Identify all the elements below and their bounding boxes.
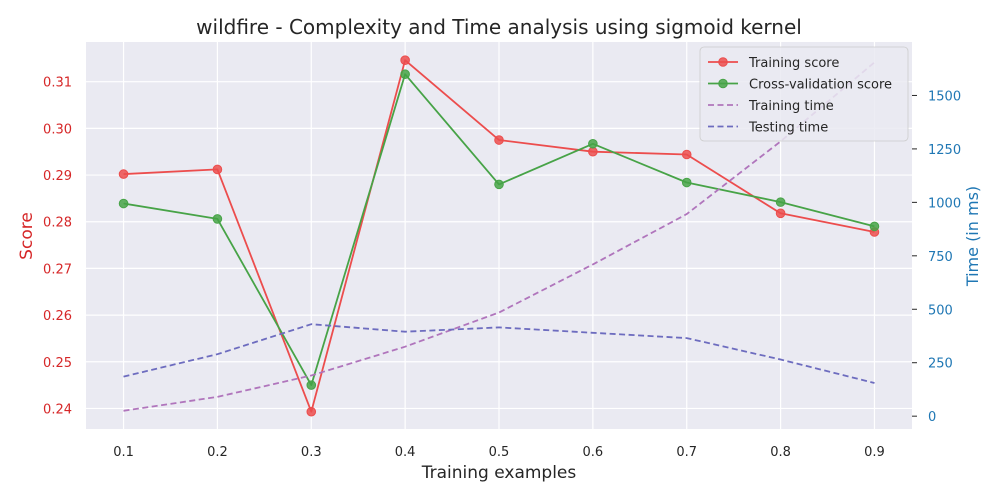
y-right-tick-label: 250: [928, 357, 953, 372]
ticks: 0.1 0.2 0.3 0.4 0.5 0.6 0.7 0.8 0.9 0.24 0.25 0.26 0…: [43, 76, 961, 460]
x-tick-label: 0.2: [207, 445, 228, 460]
y-left-tick-label: 0.25: [43, 356, 72, 371]
cross-validation-score-point: [869, 221, 880, 232]
y-left-tick-label: 0.27: [43, 262, 72, 277]
training-score-point: [494, 135, 504, 145]
legend: Training score Cross-validation score Trai…: [699, 46, 909, 142]
training-score-point: [118, 169, 129, 179]
training-score-legend-marker: [718, 57, 728, 67]
y-left-tick-label: 0.30: [43, 122, 72, 137]
cross-validation-score-point: [494, 179, 504, 190]
y-right-tick-label: 500: [928, 303, 953, 318]
training-score-point: [306, 406, 317, 417]
x-tick-label: 0.7: [676, 445, 697, 460]
y-left-tick-label: 0.24: [43, 402, 72, 417]
x-tick-label: 0.6: [583, 445, 604, 460]
y-right-tick-label: 750: [928, 250, 953, 265]
x-tick-label: 0.5: [489, 445, 510, 460]
y-right-tick-label: 1000: [928, 196, 961, 211]
y-right-axis-label: Time (in ms): [963, 186, 982, 287]
training-score-point: [212, 164, 223, 175]
legend-box: [699, 46, 909, 142]
y-left-tick-label: 0.26: [43, 309, 72, 324]
cross-validation-score-legend-marker: [718, 78, 728, 89]
training-score-legend-label: Training score: [748, 56, 839, 71]
y-left-tick-label: 0.29: [43, 169, 72, 184]
x-tick-label: 0.9: [864, 445, 885, 460]
y-right-tick-label: 1250: [928, 143, 961, 158]
testing-time-legend-label: Testing time: [748, 121, 828, 136]
cross-validation-score-point: [306, 380, 317, 390]
testing-time-line: [123, 323, 875, 384]
cross-validation-score-point: [681, 177, 692, 188]
training-time-legend-label: Training time: [748, 99, 834, 114]
x-tick-label: 0.3: [301, 445, 322, 460]
y-left-tick-label: 0.31: [43, 76, 72, 91]
y-right-tick-label: 1500: [928, 89, 961, 104]
cross-validation-score-point: [212, 214, 223, 224]
cross-validation-score-point: [118, 198, 129, 209]
cross-validation-score-legend-label: Cross-validation score: [749, 78, 892, 93]
chart-title: wildfire - Complexity and Time analysis …: [196, 15, 802, 39]
x-axis-label: Training examples: [421, 463, 577, 483]
cross-validation-score-point: [400, 69, 410, 80]
x-tick-label: 0.8: [770, 445, 791, 460]
x-tick-label: 0.1: [113, 445, 134, 460]
training-score-point: [681, 149, 692, 160]
training-score-point: [400, 55, 410, 66]
y-left-tick-label: 0.28: [43, 216, 72, 231]
training-score-point: [588, 146, 598, 157]
y-right-tick-label: 0: [928, 410, 936, 425]
y-left-axis-label: Score: [17, 212, 37, 260]
cross-validation-score-point: [775, 197, 786, 207]
training-score-point: [775, 208, 786, 219]
series-layer: [118, 55, 880, 417]
cross-validation-score-point: [588, 138, 598, 149]
training-time-line: [123, 61, 876, 412]
x-tick-label: 0.4: [395, 445, 416, 460]
